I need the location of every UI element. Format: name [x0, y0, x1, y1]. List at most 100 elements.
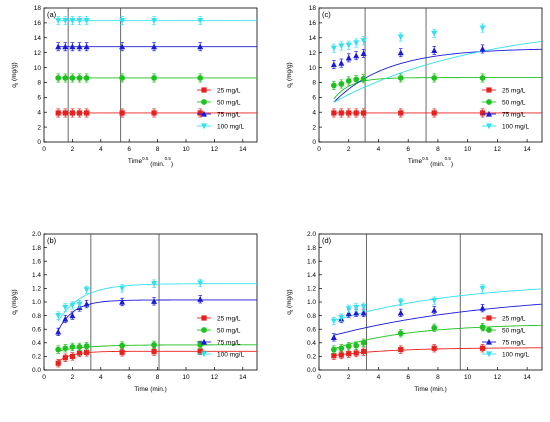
data-point: [330, 82, 337, 89]
data-point: [330, 334, 337, 340]
data-point: [119, 298, 126, 305]
x-tick-label: 6: [406, 374, 410, 381]
data-point: [76, 301, 83, 308]
fit-curve: [333, 347, 543, 356]
data-point: [331, 353, 337, 359]
data-point: [479, 25, 486, 32]
y-tick-label: 8: [37, 80, 41, 87]
x-tick-label: 8: [436, 374, 440, 381]
x-tick-label: 12: [211, 374, 219, 381]
data-point: [479, 324, 486, 331]
data-point: [69, 75, 76, 81]
data-point: [431, 30, 438, 37]
y-tick-label: 0.2: [307, 354, 316, 361]
data-point: [55, 360, 61, 366]
data-point: [360, 309, 367, 316]
x-tick-label: 14: [524, 146, 532, 153]
legend-label: 50 mg/L: [502, 327, 526, 334]
y-tick-label: 12: [309, 50, 317, 57]
data-point: [83, 75, 90, 81]
legend-marker: [486, 87, 492, 93]
y-tick-label: 1.4: [32, 272, 41, 279]
fit-curve: [333, 288, 543, 322]
y-tick-label: 0.6: [307, 326, 316, 333]
legend-marker: [486, 123, 492, 130]
fit-curve: [58, 344, 257, 352]
data-point: [397, 75, 404, 81]
data-point: [431, 345, 437, 351]
data-point: [119, 285, 126, 292]
y-tick-label: 0.8: [32, 313, 41, 320]
data-point: [83, 343, 90, 350]
y-tick-label: 4: [37, 109, 41, 116]
y-tick-label: 0.6: [32, 326, 41, 333]
data-point: [55, 110, 61, 116]
x-tick-label: 2: [347, 374, 351, 381]
legend-marker: [201, 99, 207, 105]
data-point: [83, 18, 90, 24]
data-point: [353, 110, 359, 116]
x-tick-label: 12: [494, 374, 502, 381]
x-tick-label: 10: [464, 374, 472, 381]
data-point: [55, 328, 62, 335]
data-point: [345, 42, 352, 49]
x-tick-label: 4: [99, 374, 103, 381]
data-point: [76, 75, 83, 81]
y-tick-label: 0.4: [32, 340, 41, 347]
data-point: [197, 18, 204, 24]
data-point: [55, 75, 62, 81]
legend-marker: [486, 351, 492, 358]
y-axis-label: qt (mg/g): [11, 62, 19, 87]
data-point: [62, 355, 68, 361]
data-point: [69, 302, 76, 309]
legend-label: 25 mg/L: [502, 315, 526, 322]
data-point: [151, 281, 158, 287]
x-tick-label: 2: [347, 146, 351, 153]
x-tick-label: 0: [42, 374, 46, 381]
fit-curve: [333, 324, 543, 350]
data-point: [83, 287, 90, 293]
data-point: [197, 75, 204, 81]
data-point: [479, 75, 486, 81]
y-tick-label: 16: [34, 20, 42, 27]
data-point: [338, 43, 345, 50]
data-point: [62, 345, 69, 352]
data-point: [360, 75, 367, 82]
data-point: [69, 18, 76, 24]
data-point: [360, 339, 367, 346]
y-tick-label: 0.4: [307, 340, 316, 347]
y-tick-label: 1.6: [32, 258, 41, 265]
legend-marker: [201, 338, 207, 345]
data-point: [353, 76, 360, 83]
data-point: [119, 75, 125, 81]
data-point: [62, 43, 69, 50]
y-tick-label: 1.8: [307, 245, 316, 252]
data-point: [83, 43, 90, 50]
legend-marker: [201, 351, 207, 358]
data-point: [398, 347, 404, 353]
data-point: [338, 59, 345, 66]
x-tick-label: 0: [317, 146, 321, 153]
x-tick-label: 12: [494, 146, 502, 153]
data-point: [151, 298, 158, 304]
x-axis-label: Time0.5 (min.0.5): [408, 156, 453, 168]
fit-curve: [333, 303, 543, 336]
data-point: [361, 110, 367, 116]
y-tick-label: 0: [312, 139, 316, 146]
fit-curve: [333, 77, 542, 100]
y-tick-label: 2.0: [32, 231, 41, 238]
x-tick-label: 10: [182, 374, 190, 381]
data-point: [479, 285, 486, 292]
y-tick-label: 1.2: [307, 286, 316, 293]
data-point: [76, 343, 83, 350]
data-point: [76, 350, 83, 356]
legend-label: 75 mg/L: [502, 111, 526, 118]
data-point: [353, 350, 359, 356]
legend-label: 75 mg/L: [217, 111, 241, 118]
x-tick-label: 2: [71, 146, 75, 153]
data-point: [84, 110, 90, 116]
chart-panel-c: 0 2 4 6 8 10 12 14 0 2 4 6 8 10 12 14 16 18 (c) 25 mg/L 50 m…: [286, 5, 543, 168]
data-point: [69, 343, 76, 350]
y-tick-label: 1.6: [307, 258, 316, 265]
